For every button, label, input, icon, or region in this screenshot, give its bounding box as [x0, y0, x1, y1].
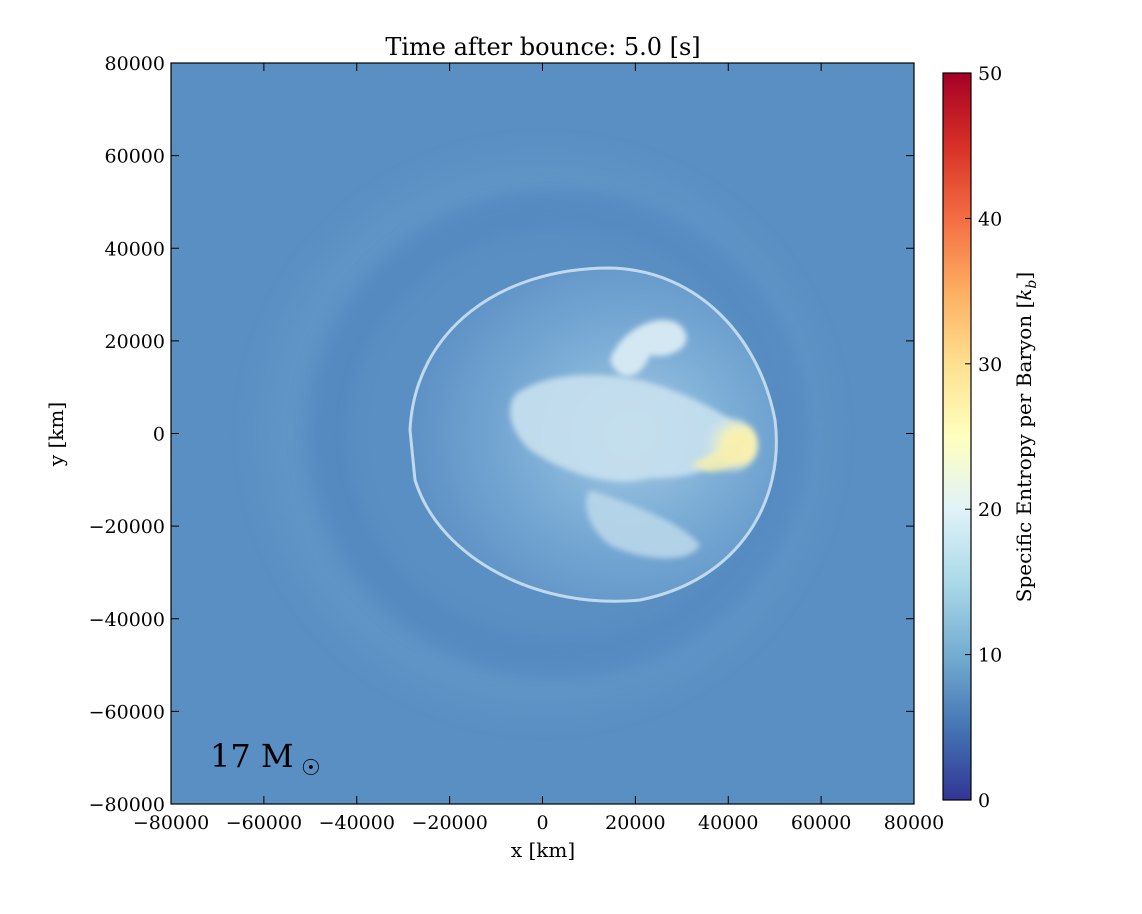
y-axis-label: y [km]	[44, 402, 68, 467]
x-axis-label: x [km]	[511, 838, 575, 862]
entropy-heatmap	[171, 63, 914, 804]
x-tick-label: −80000	[133, 812, 209, 834]
hot-plume-tail	[690, 430, 751, 472]
y-axis: −80000 −60000 −40000 −20000 0 20000 40000 60000…	[89, 53, 914, 816]
colorbar-tick-label: 40	[978, 208, 1002, 230]
mass-annotation: 17 M ☉	[210, 737, 321, 781]
colorbar-tick-label: 10	[978, 645, 1002, 667]
lower-plume	[586, 490, 700, 559]
upper-plume	[610, 319, 687, 377]
colorbar-label-k: k	[1012, 289, 1036, 301]
y-tick-label: −80000	[89, 794, 165, 816]
colorbar-tick-label: 0	[978, 790, 990, 812]
x-tick-label: 20000	[605, 812, 665, 834]
x-tick-label: −20000	[411, 812, 487, 834]
y-tick-label: 80000	[105, 53, 165, 75]
inner-dark-ring	[310, 189, 810, 679]
x-tick-label: 60000	[791, 812, 851, 834]
x-tick-label: 40000	[698, 812, 758, 834]
y-tick-label: 60000	[105, 146, 165, 168]
colorbar: 0 10 20 30 40 50 Specific Entropy per Baryon …	[942, 63, 1040, 812]
y-tick-label: −60000	[89, 701, 165, 723]
colorbar-label-main: Specific Entropy per Baryon [	[1012, 301, 1036, 603]
y-tick-label: −20000	[89, 516, 165, 538]
y-tick-label: 0	[153, 424, 165, 446]
colorbar-label-sub: b	[1024, 280, 1040, 289]
y-tick-label: 20000	[105, 331, 165, 353]
y-tick-label: −40000	[89, 609, 165, 631]
x-tick-label: −60000	[226, 812, 302, 834]
colorbar-ticks: 0 10 20 30 40 50	[965, 63, 1002, 812]
colorbar-tick-label: 20	[978, 499, 1002, 521]
x-tick-label: 80000	[884, 812, 944, 834]
colorbar-gradient	[942, 72, 972, 801]
colorbar-tick-label: 50	[978, 63, 1002, 85]
mass-annotation-text: 17 M	[210, 737, 294, 775]
x-tick-label: −40000	[319, 812, 395, 834]
y-tick-label: 40000	[105, 238, 165, 260]
x-axis: −80000 −60000 −40000 −20000 0 20000 40000 60000…	[133, 63, 944, 834]
colorbar-tick-label: 30	[978, 354, 1002, 376]
colorbar-label: Specific Entropy per Baryon [kb]	[1012, 272, 1040, 602]
sun-symbol: ☉	[301, 756, 321, 781]
colorbar-label-close: ]	[1012, 272, 1036, 280]
turbulent-core	[510, 375, 745, 482]
chart-title: Time after bounce: 5.0 [s]	[385, 33, 700, 61]
x-tick-label: 0	[536, 812, 548, 834]
